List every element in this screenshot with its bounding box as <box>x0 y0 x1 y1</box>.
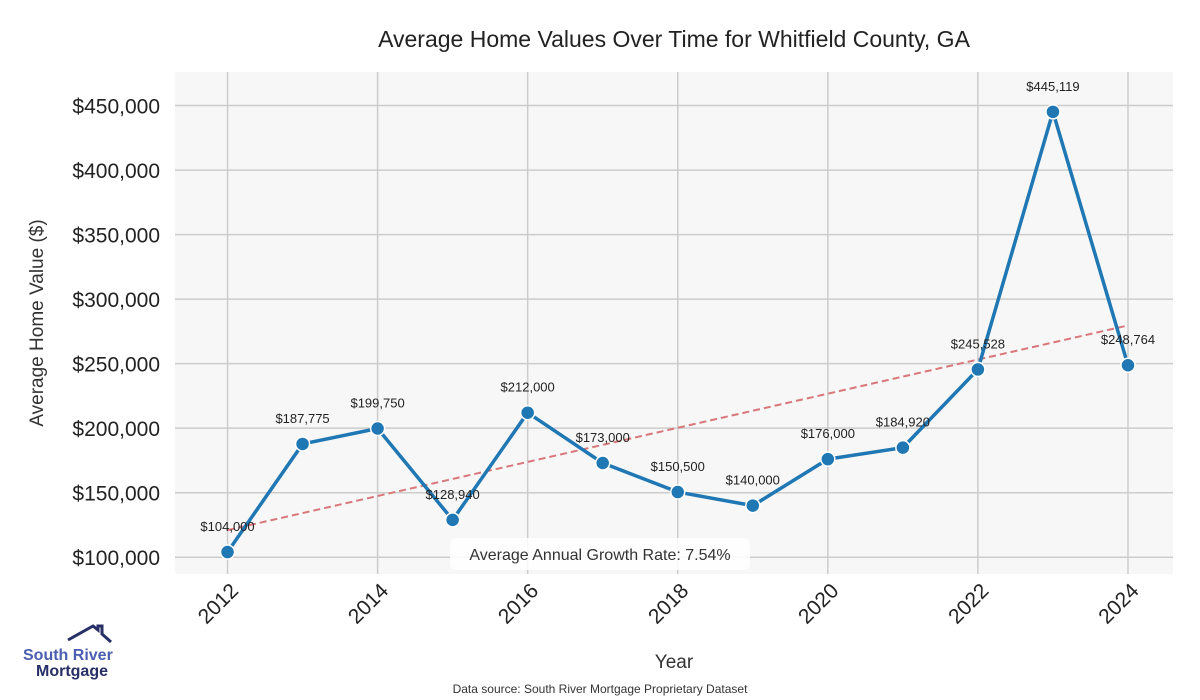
data-point <box>219 544 236 560</box>
y-tick-label: $450,000 <box>72 96 160 119</box>
data-label: $445,119 <box>1026 79 1079 94</box>
x-tick-label: 2022 <box>944 579 993 628</box>
x-tick-label: 2020 <box>794 579 843 628</box>
y-axis-label: Average Home Value ($) <box>27 219 48 426</box>
data-point <box>519 404 536 421</box>
data-point <box>745 497 761 514</box>
x-axis-label: Year <box>655 652 694 673</box>
data-label: $173,000 <box>576 430 630 445</box>
south-river-mortgage-logo: South River Mortgage <box>18 620 118 680</box>
y-tick-label: $300,000 <box>72 289 160 312</box>
data-point <box>670 484 686 500</box>
data-point <box>369 420 386 437</box>
data-label: $104,000 <box>200 519 254 534</box>
y-tick-label: $400,000 <box>72 160 160 183</box>
data-point <box>294 436 311 452</box>
x-tick-label: 2018 <box>644 579 693 628</box>
data-label: $128,940 <box>426 487 480 502</box>
data-label: $248,764 <box>1101 332 1155 347</box>
growth-rate-text: Average Annual Growth Rate: 7.54% <box>469 547 730 564</box>
x-tick-label: 2024 <box>1094 579 1144 629</box>
data-label: $176,000 <box>801 426 855 441</box>
data-label: $245,528 <box>951 336 1005 351</box>
logo-line1: South River <box>23 647 113 664</box>
data-label: $187,775 <box>275 411 329 426</box>
data-point <box>970 361 986 378</box>
data-label: $140,000 <box>726 473 780 488</box>
data-label: $212,000 <box>501 380 555 395</box>
x-tick-label: 2012 <box>194 579 243 628</box>
x-tick-label: 2014 <box>344 579 394 629</box>
x-tick-label: 2016 <box>494 579 543 628</box>
y-tick-label: $350,000 <box>72 225 160 248</box>
y-tick-label: $100,000 <box>72 547 160 570</box>
data-point <box>594 455 611 471</box>
growth-rate-annotation: Average Annual Growth Rate: 7.54% <box>450 538 750 570</box>
y-tick-label: $250,000 <box>72 354 160 377</box>
data-point <box>1045 104 1061 120</box>
data-label: $150,500 <box>651 459 705 474</box>
data-point <box>444 512 461 528</box>
data-source-note: Data source: South River Mortgage Propri… <box>453 682 748 696</box>
data-point <box>1120 357 1136 373</box>
y-tick-label: $200,000 <box>72 418 160 441</box>
chart-title: Average Home Values Over Time for Whitfi… <box>378 26 971 52</box>
data-point <box>895 439 911 456</box>
data-label: $184,920 <box>876 415 930 430</box>
logo-line2: Mortgage <box>36 663 108 680</box>
data-label: $199,750 <box>350 395 404 410</box>
y-tick-label: $150,000 <box>72 483 160 506</box>
house-roof-icon <box>67 624 112 644</box>
data-point <box>820 451 836 467</box>
